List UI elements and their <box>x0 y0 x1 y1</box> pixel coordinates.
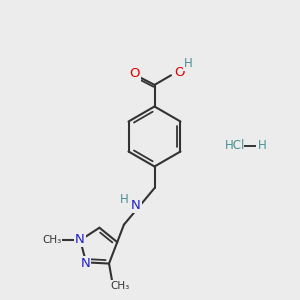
Text: HCl: HCl <box>225 139 245 152</box>
Text: O: O <box>129 67 140 80</box>
Text: O: O <box>174 66 185 80</box>
Text: H: H <box>184 57 193 70</box>
Text: N: N <box>81 257 90 270</box>
Text: N: N <box>131 199 140 212</box>
Text: N: N <box>75 233 85 246</box>
Text: CH₃: CH₃ <box>111 281 130 291</box>
Text: H: H <box>258 139 267 152</box>
Text: CH₃: CH₃ <box>42 235 62 244</box>
Text: H: H <box>119 193 128 206</box>
